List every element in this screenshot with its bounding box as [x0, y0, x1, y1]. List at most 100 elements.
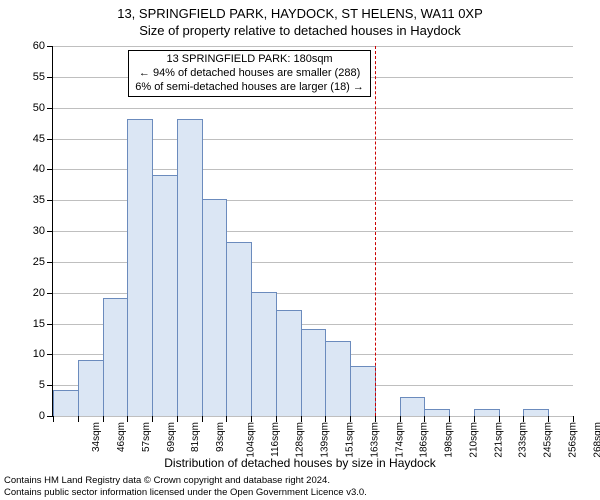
x-tick-label: 198sqm	[444, 422, 455, 458]
info-box: 13 SPRINGFIELD PARK: 180sqm← 94% of deta…	[128, 50, 371, 97]
x-tick-label: 104sqm	[246, 422, 257, 458]
x-tick	[424, 416, 425, 422]
y-tick	[47, 169, 53, 170]
page-title: 13, SPRINGFIELD PARK, HAYDOCK, ST HELENS…	[0, 0, 600, 21]
x-tick	[325, 416, 326, 422]
y-tick	[47, 77, 53, 78]
histogram-bar	[400, 397, 426, 417]
histogram-bar	[424, 409, 450, 416]
y-tick	[47, 385, 53, 386]
info-line: ← 94% of detached houses are smaller (28…	[135, 67, 364, 81]
histogram-bar	[474, 409, 500, 416]
x-tick	[202, 416, 203, 422]
x-tick-label: 81sqm	[190, 422, 201, 452]
histogram-bar	[177, 119, 203, 416]
reference-line	[375, 46, 376, 416]
x-tick	[251, 416, 252, 422]
y-tick	[47, 231, 53, 232]
y-tick-label: 60	[33, 40, 45, 52]
x-tick	[301, 416, 302, 422]
x-tick	[53, 416, 54, 422]
histogram-bar	[325, 341, 351, 416]
histogram-bar	[103, 298, 129, 416]
x-axis-label: Distribution of detached houses by size …	[0, 456, 600, 470]
x-tick-label: 163sqm	[369, 422, 380, 458]
y-tick-label: 20	[33, 287, 45, 299]
x-tick	[350, 416, 351, 422]
x-tick	[474, 416, 475, 422]
y-tick-label: 45	[33, 133, 45, 145]
gridline	[53, 46, 573, 47]
histogram-bar	[251, 292, 277, 416]
histogram-bar	[276, 310, 302, 416]
x-tick	[523, 416, 524, 422]
y-tick	[47, 293, 53, 294]
y-tick-label: 10	[33, 348, 45, 360]
x-tick	[177, 416, 178, 422]
x-tick-label: 151sqm	[345, 422, 356, 458]
histogram-bar	[350, 366, 376, 416]
y-tick-label: 5	[39, 379, 45, 391]
x-tick-label: 210sqm	[468, 422, 479, 458]
info-line: 13 SPRINGFIELD PARK: 180sqm	[135, 53, 364, 67]
x-tick-label: 116sqm	[270, 422, 281, 457]
x-tick	[499, 416, 500, 422]
y-tick-label: 25	[33, 256, 45, 268]
y-tick-label: 40	[33, 163, 45, 175]
x-tick	[78, 416, 79, 422]
x-tick-label: 245sqm	[543, 422, 554, 458]
histogram-bar	[523, 409, 549, 416]
y-tick-label: 50	[33, 102, 45, 114]
y-tick	[47, 46, 53, 47]
attribution-line: Contains public sector information licen…	[4, 487, 367, 498]
gridline	[53, 416, 573, 417]
y-tick	[47, 200, 53, 201]
chart-area: 05101520253035404550556034sqm46sqm57sqm6…	[52, 46, 573, 417]
x-tick-label: 93sqm	[215, 422, 226, 452]
histogram-bar	[53, 390, 79, 416]
x-tick	[449, 416, 450, 422]
x-tick-label: 139sqm	[320, 422, 331, 458]
x-tick-label: 128sqm	[295, 422, 306, 458]
x-tick-label: 233sqm	[518, 422, 529, 458]
attribution-line: Contains HM Land Registry data © Crown c…	[4, 475, 367, 486]
y-tick	[47, 262, 53, 263]
x-tick	[573, 416, 574, 422]
x-tick	[226, 416, 227, 422]
x-tick-label: 256sqm	[567, 422, 578, 458]
histogram-bar	[301, 329, 327, 416]
y-tick	[47, 139, 53, 140]
x-tick-label: 221sqm	[493, 422, 504, 458]
y-tick-label: 55	[33, 71, 45, 83]
y-tick-label: 0	[39, 410, 45, 422]
gridline	[53, 108, 573, 109]
chart-container: 13, SPRINGFIELD PARK, HAYDOCK, ST HELENS…	[0, 0, 600, 500]
x-tick-label: 174sqm	[394, 422, 405, 458]
x-tick	[127, 416, 128, 422]
y-tick	[47, 354, 53, 355]
histogram-bar	[226, 242, 252, 416]
histogram-bar	[152, 175, 178, 417]
x-tick	[548, 416, 549, 422]
x-tick	[276, 416, 277, 422]
y-tick-label: 35	[33, 194, 45, 206]
x-tick-label: 186sqm	[419, 422, 430, 458]
y-tick-label: 15	[33, 318, 45, 330]
histogram-bar	[127, 119, 153, 416]
x-tick-label: 46sqm	[116, 422, 127, 452]
attribution: Contains HM Land Registry data © Crown c…	[4, 475, 367, 498]
histogram-bar	[202, 199, 228, 416]
y-tick	[47, 108, 53, 109]
y-tick	[47, 324, 53, 325]
x-tick	[103, 416, 104, 422]
x-tick-label: 57sqm	[141, 422, 152, 452]
y-tick-label: 30	[33, 225, 45, 237]
page-subtitle: Size of property relative to detached ho…	[0, 21, 600, 38]
x-tick	[400, 416, 401, 422]
x-tick	[375, 416, 376, 422]
x-tick-label: 69sqm	[166, 422, 177, 452]
x-tick-label: 34sqm	[91, 422, 102, 452]
histogram-bar	[78, 360, 104, 417]
x-tick	[152, 416, 153, 422]
info-line: 6% of semi-detached houses are larger (1…	[135, 81, 364, 95]
